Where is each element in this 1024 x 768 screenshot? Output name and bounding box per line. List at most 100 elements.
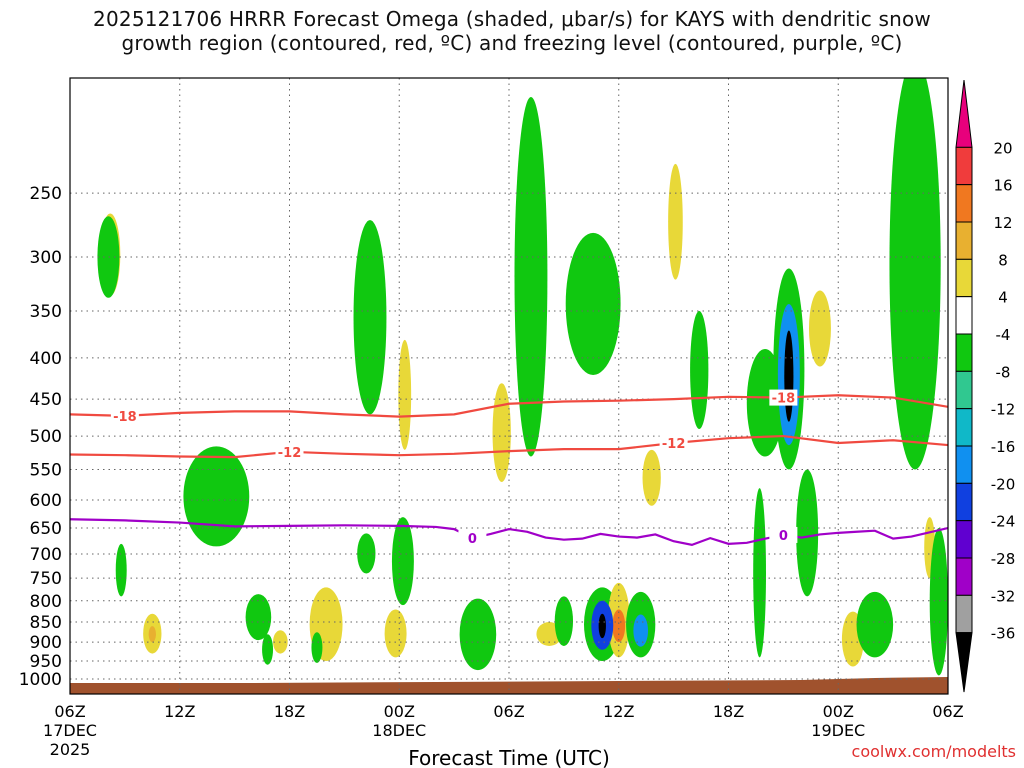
- colorbar-label-5: -4: [996, 326, 1011, 344]
- colorbar-label-3: 8: [998, 251, 1008, 269]
- dgz-minus18-contour-label-0: -18: [113, 410, 137, 425]
- omega-green-hour18-lower: [391, 517, 414, 606]
- omega-green-hour47-lower: [929, 528, 948, 676]
- y-tick-label-400: 400: [30, 349, 62, 369]
- x-tick-label-6: 12Z: [164, 702, 195, 721]
- y-tick-label-850: 850: [30, 613, 62, 633]
- x-tick-label-48: 06Z: [932, 702, 963, 721]
- chart-title-line-2: growth region (contoured, red, ºC) and f…: [121, 31, 903, 55]
- y-tick-label-750: 750: [30, 569, 62, 589]
- omega-green-hour40-lower: [796, 469, 819, 597]
- omega-yellow-hour23: [492, 383, 511, 482]
- colorbar-label-10: -24: [991, 513, 1016, 531]
- dgz-minus18-contour-label-bg-1: [769, 389, 798, 406]
- colorbar-segment-7: [955, 370, 973, 410]
- y-axis: 2503003504004505005506006507007508008509…: [19, 184, 62, 690]
- y-tick-label-1000: 1000: [19, 670, 62, 690]
- colorbar-segment-1: [955, 146, 973, 186]
- omega-shading: [97, 78, 948, 676]
- omega-core-hour39: [784, 330, 794, 422]
- y-tick-label-800: 800: [30, 592, 62, 612]
- x-tick-label-30: 12Z: [603, 702, 634, 721]
- colorbar-label-8: -16: [991, 438, 1016, 456]
- omega-yellow-hour19: [398, 339, 412, 450]
- dgz-minus12-contour-label-0: -12: [278, 446, 302, 461]
- x-tick-label-36: 18Z: [713, 702, 744, 721]
- x-tick-date-42: 19DEC: [811, 721, 865, 740]
- y-tick-label-500: 500: [30, 427, 62, 447]
- omega-green-hour10: [245, 594, 272, 641]
- omega-green-hour22-lower: [459, 598, 497, 671]
- colorbar-segment-4: [955, 258, 973, 298]
- x-tick-label-24: 06Z: [493, 702, 524, 721]
- omega-orange-hour5: [148, 626, 156, 643]
- dgz-minus12-contour-label-1: -12: [662, 437, 686, 452]
- dgz-minus18-contour-label-1: -18: [772, 392, 796, 407]
- omega-green-hour34: [690, 311, 709, 429]
- colorbar-segment-2: [955, 184, 973, 223]
- x-tick-label-12: 18Z: [274, 702, 305, 721]
- omega-green-hour8: [183, 446, 250, 547]
- x-tick-label-0: 06Z: [54, 702, 85, 721]
- dgz-minus12-contour-label-bg-1: [659, 435, 688, 452]
- y-tick-label-450: 450: [30, 390, 62, 410]
- omega-yellow-hour41: [808, 290, 831, 367]
- y-tick-label-300: 300: [30, 248, 62, 268]
- x-tick-year-0: 2025: [50, 740, 91, 759]
- omega-blue-hour31: [633, 614, 649, 647]
- y-tick-label-900: 900: [30, 633, 62, 653]
- y-tick-label-350: 350: [30, 302, 62, 322]
- freezing-level-contour-label-1: 0: [779, 529, 788, 544]
- omega-yellow-hour32: [642, 449, 661, 506]
- omega-green-hour1-upper: [97, 216, 120, 298]
- omega-green-hour44: [856, 591, 894, 658]
- dgz-minus12-contour-label-bg-0: [275, 443, 304, 460]
- omega-green-hour2-lower: [115, 543, 127, 597]
- colorbar-label-4: 4: [998, 289, 1008, 307]
- colorbar-label-11: -28: [991, 550, 1016, 568]
- colorbar-segment-5: [955, 296, 973, 335]
- chart-title-line-1: 2025121706 HRRR Forecast Omega (shaded, …: [93, 7, 931, 31]
- grid-lines: [70, 78, 948, 694]
- x-axis-title: Forecast Time (UTC): [408, 746, 610, 768]
- x-tick-label-42: 00Z: [823, 702, 854, 721]
- colorbar-segment-8: [955, 408, 973, 447]
- credit-text: coolwx.com/modelts: [852, 742, 1016, 761]
- colorbar-segment-3: [955, 221, 973, 260]
- colorbar-label-0: 20: [993, 139, 1012, 157]
- colorbar-label-1: 16: [993, 177, 1012, 195]
- x-tick-date-18: 18DEC: [372, 721, 426, 740]
- omega-green-hour16-lower: [357, 533, 376, 574]
- freezing-level-contour-label-bg-0: [458, 530, 487, 547]
- omega-green-hour28: [565, 232, 621, 375]
- dgz-minus18-contour-label-bg-0: [110, 407, 139, 424]
- colorbar-segment-11: [955, 520, 973, 559]
- colorbar-segment-9: [955, 445, 973, 484]
- y-tick-label-550: 550: [30, 460, 62, 480]
- omega-green-hour27: [554, 596, 574, 646]
- omega-green-hour13: [311, 632, 323, 663]
- colorbar-segment-10: [955, 482, 973, 522]
- freezing-level-contour-line: [70, 518, 948, 547]
- colorbar: 20 16 12 8 4 -4 -8 -12 -16 -20 -24 -28 -32 -36: [955, 79, 1016, 693]
- colorbar-label-6: -8: [996, 363, 1011, 381]
- colorbar-label-7: -12: [991, 401, 1016, 419]
- colorbar-segment-6: [955, 333, 973, 372]
- colorbar-segment-top: [955, 79, 973, 148]
- dgz-minus18-contour-line: [70, 394, 948, 418]
- x-tick-label-18: 00Z: [384, 702, 415, 721]
- contour-lines: -18 -18 -12 -12 0 0: [70, 389, 948, 547]
- omega-green-hour25-tower: [514, 96, 548, 457]
- omega-green-hour11: [262, 634, 274, 665]
- colorbar-label-12: -32: [991, 587, 1016, 605]
- y-tick-label-600: 600: [30, 491, 62, 511]
- x-tick-date-0: 17DEC: [43, 721, 97, 740]
- omega-green-hour16: [353, 220, 387, 415]
- colorbar-segment-13: [955, 594, 973, 634]
- omega-core-hour29-lower: [598, 613, 606, 639]
- omega-orange-hour30: [612, 609, 626, 643]
- freezing-level-contour-label-0: 0: [468, 532, 477, 547]
- y-tick-label-700: 700: [30, 545, 62, 565]
